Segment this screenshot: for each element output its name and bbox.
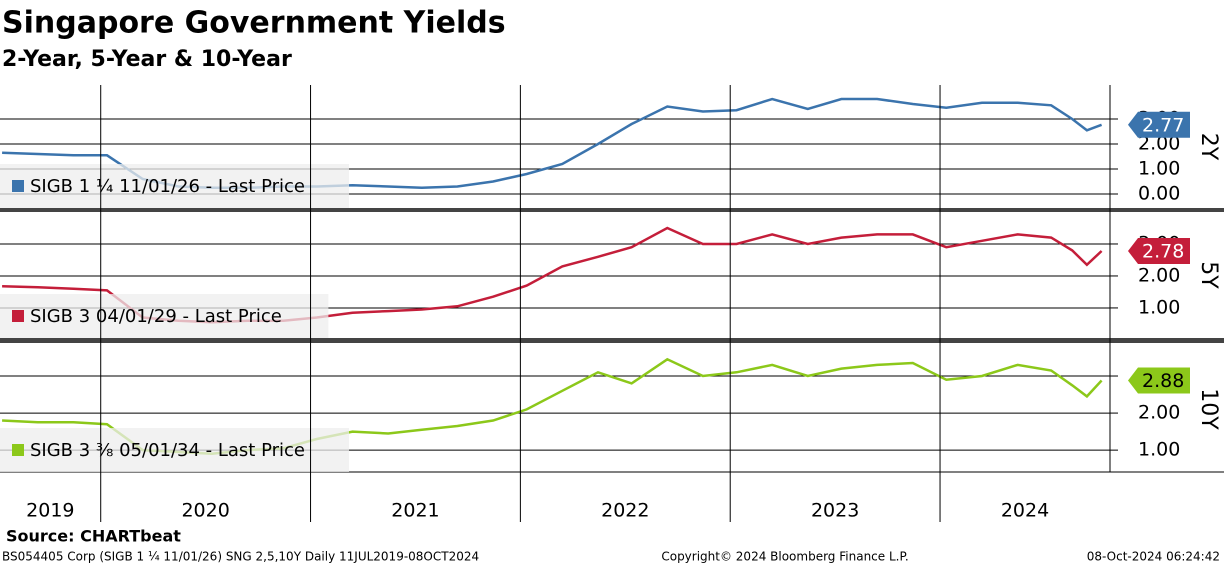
x-tick-label: 2021 (391, 500, 439, 522)
chart-title: Singapore Government Yields (2, 6, 506, 41)
last-value-tag (1128, 367, 1190, 394)
legend-label: SIGB 1 ¼ 11/01/26 - Last Price (30, 176, 305, 197)
legend-swatch (12, 310, 24, 322)
y-tick-label: 1.00 (1138, 439, 1180, 461)
y-tick-label: 2.00 (1138, 402, 1180, 424)
last-value-label: 2.78 (1142, 241, 1184, 263)
last-value-tag (1128, 238, 1190, 265)
y-tick-label: 0.00 (1138, 183, 1180, 205)
legend-swatch (12, 444, 24, 456)
legend-box (0, 294, 329, 338)
last-value-label: 2.77 (1142, 114, 1184, 136)
panel-label: 2Y (1196, 133, 1221, 161)
x-tick-label: 2019 (26, 500, 74, 522)
legend-label: SIGB 3 ⅜ 05/01/34 - Last Price (30, 440, 305, 461)
legend-label: SIGB 3 04/01/29 - Last Price (30, 306, 282, 327)
source: Source: CHARTbeat (6, 527, 181, 546)
footer-left: BS054405 Corp (SIGB 1 ¼ 11/01/26) SNG 2,… (2, 550, 479, 564)
last-value-tag (1128, 111, 1190, 138)
legend-box (0, 164, 349, 208)
panel-separator (0, 208, 1224, 212)
legend-box (0, 428, 349, 472)
panel-label: 10Y (1196, 388, 1221, 430)
y-tick-label: 1.00 (1138, 158, 1180, 180)
footer-right: 08-Oct-2024 06:24:42 (1087, 550, 1220, 564)
y-tick-label: 1.00 (1138, 296, 1180, 318)
y-tick-label: 2.00 (1138, 264, 1180, 286)
y-tick-label: 2.00 (1138, 133, 1180, 155)
panel-label: 5Y (1196, 261, 1221, 289)
footer-center: Copyright© 2024 Bloomberg Finance L.P. (661, 550, 908, 564)
x-tick-label: 2020 (181, 500, 229, 522)
x-tick-label: 2022 (601, 500, 649, 522)
panel-separator (0, 338, 1224, 343)
chart-subtitle: 2-Year, 5-Year & 10-Year (2, 47, 292, 72)
last-value-label: 2.88 (1142, 370, 1184, 392)
x-tick-label: 2024 (1001, 500, 1049, 522)
legend-swatch (12, 180, 24, 192)
x-tick-label: 2023 (811, 500, 859, 522)
